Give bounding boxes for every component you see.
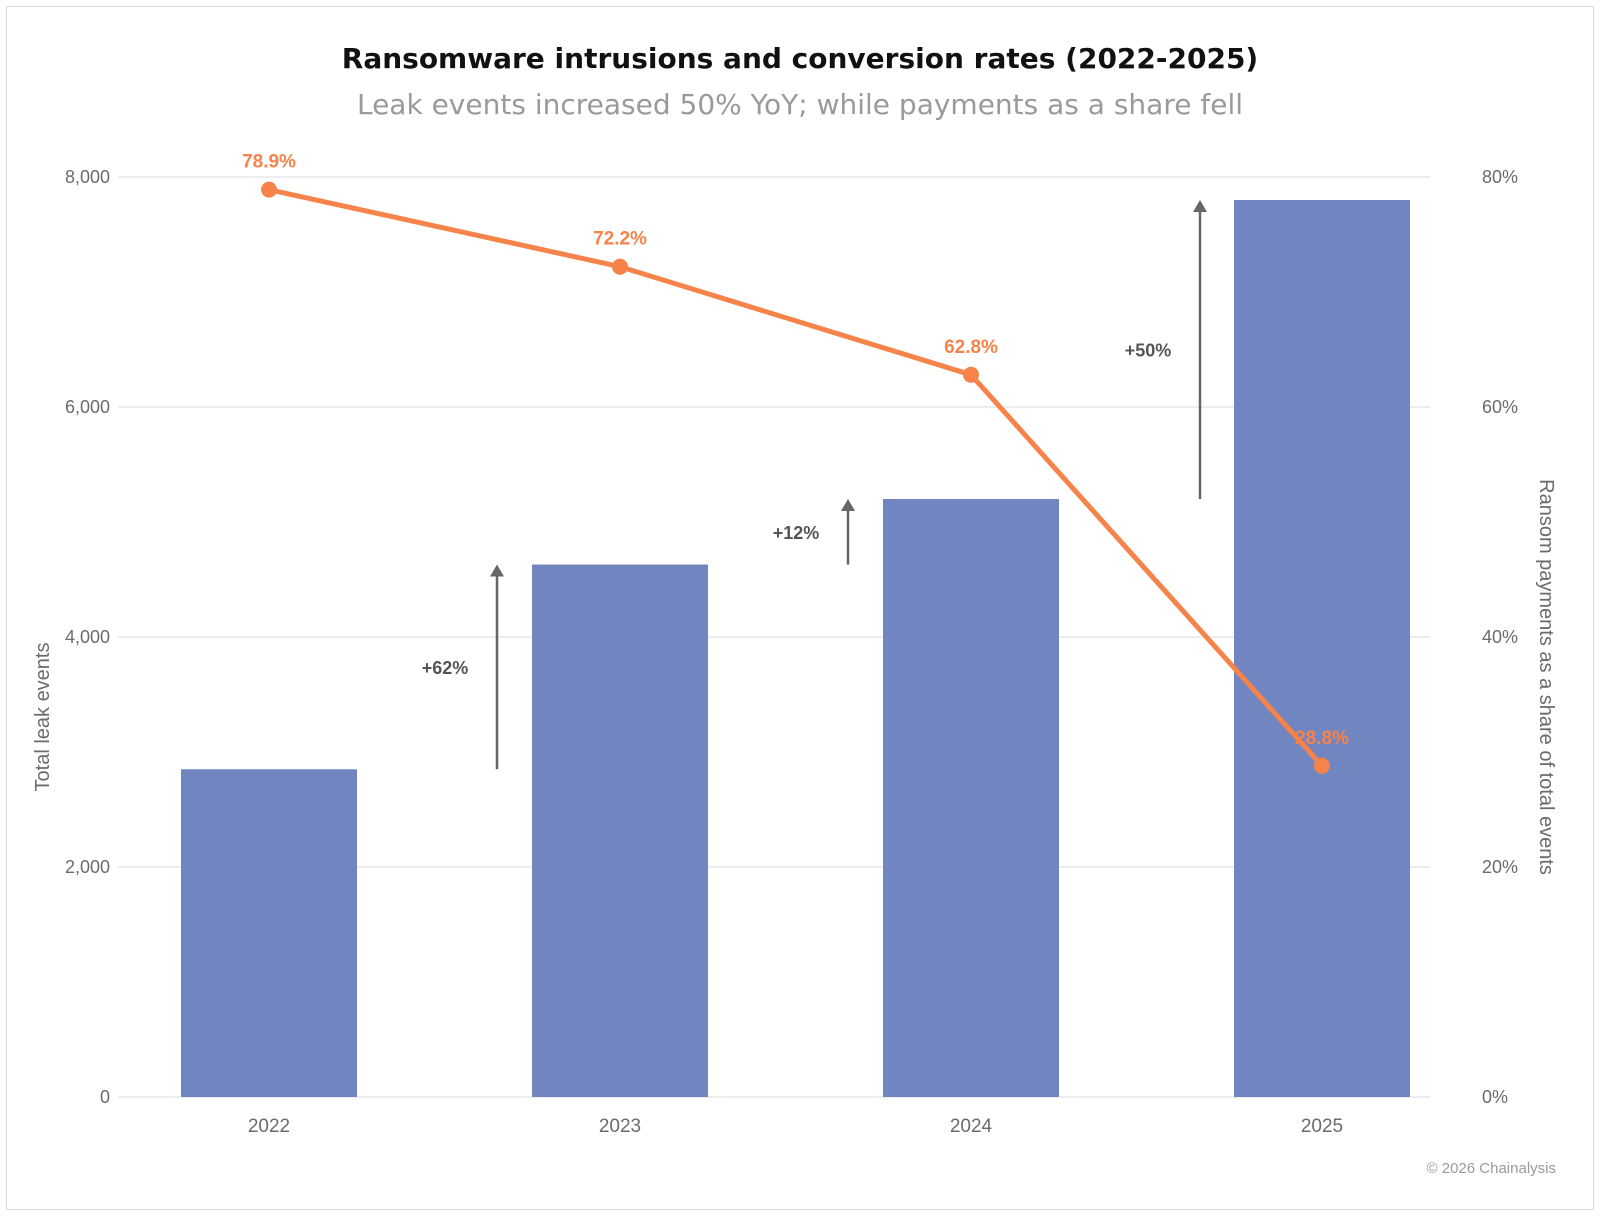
growth-arrow-head: [1193, 200, 1207, 212]
axes: 0 0% 2,000 20% 4,000 40% 6,000 60% 8,000 80% 2022 2…: [65, 167, 1518, 1137]
y2-tick-label: 0%: [1482, 1087, 1508, 1107]
line-data-label: 72.2%: [593, 229, 647, 250]
x-tick-label: 2023: [599, 1116, 641, 1137]
copyright-footer: © 2026 Chainalysis: [1426, 1160, 1556, 1177]
line-data-label: 78.9%: [242, 152, 296, 173]
line-data-label: 62.8%: [944, 337, 998, 358]
y2-tick-label: 60%: [1482, 397, 1518, 417]
x-tick-label: 2024: [950, 1116, 993, 1137]
line-point-2022: [261, 181, 277, 198]
y-tick-label: 8,000: [65, 167, 110, 187]
growth-arrow-head: [490, 564, 504, 577]
chart-title: Ransomware intrusions and conversion rat…: [341, 42, 1259, 75]
bar-2025: [1234, 200, 1410, 1097]
y-tick-label: 2,000: [65, 857, 110, 877]
growth-label: +12%: [773, 523, 820, 543]
growth-annotations: +62% +12% +50%: [422, 200, 1207, 770]
line-path: [266, 187, 1325, 769]
y2-tick-label: 20%: [1482, 857, 1518, 877]
growth-label: +62%: [422, 658, 469, 678]
bar-2022: [181, 769, 357, 1097]
y2-tick-label: 40%: [1482, 627, 1518, 647]
y-tick-label: 4,000: [65, 627, 110, 647]
y-tick-label: 6,000: [65, 397, 110, 417]
x-tick-label: 2025: [1301, 1116, 1343, 1137]
x-tick-label: 2022: [248, 1116, 290, 1137]
line-series: 78.9% 72.2% 62.8% 28.8%: [242, 152, 1349, 774]
y2-axis-label: Ransom payments as a share of total even…: [1535, 479, 1557, 875]
y-axis-label: Total leak events: [32, 643, 54, 792]
growth-arrow-head: [841, 499, 855, 511]
y2-tick-label: 80%: [1482, 167, 1518, 187]
line-point-2024: [963, 366, 979, 383]
bar-2023: [532, 564, 708, 1097]
gridlines: [118, 176, 1430, 1098]
bar-series: [181, 200, 1410, 1097]
growth-label: +50%: [1125, 341, 1172, 361]
line-point-2025: [1314, 757, 1330, 774]
line-point-2023: [612, 258, 628, 275]
y-tick-label: 0: [100, 1087, 110, 1107]
chart-subtitle: Leak events increased 50% YoY; while pay…: [356, 88, 1244, 121]
line-data-label: 28.8%: [1295, 728, 1349, 749]
bar-2024: [883, 499, 1059, 1097]
